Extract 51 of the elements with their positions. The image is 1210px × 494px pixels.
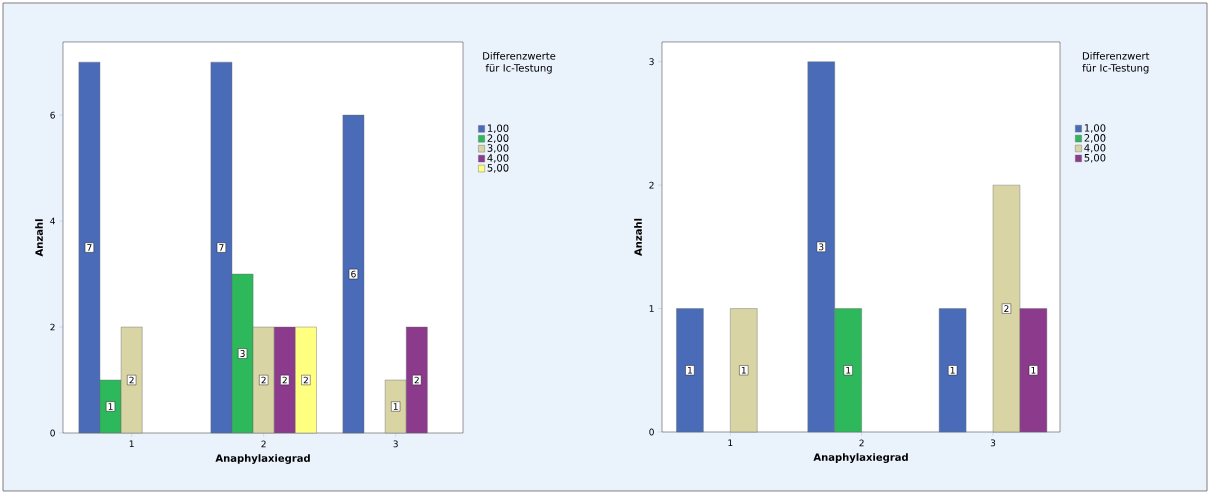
x-tick-label: 1	[728, 439, 733, 447]
y-axis-title: Anzahl	[35, 219, 43, 257]
y-tick-label: 1	[649, 305, 654, 312]
x-tick-label: 2	[261, 440, 266, 448]
bar	[938, 308, 967, 433]
data-label: 3	[819, 243, 824, 251]
data-label: 1	[108, 403, 113, 410]
y-tick-label: 0	[649, 428, 654, 436]
data-label: 1	[1031, 367, 1036, 374]
y-tick-label: 2	[649, 181, 654, 189]
legend-title: Differenzwerte für Ic-Testung	[483, 51, 556, 74]
bar	[342, 114, 365, 434]
legend-label: 4,00	[1084, 144, 1106, 153]
legend-title: Differenzwert für Ic-Testung	[1082, 51, 1150, 74]
data-label: 1	[950, 367, 955, 374]
legend-label: 3,00	[487, 144, 509, 153]
data-label: 2	[414, 376, 419, 384]
legend-label: 1,00	[487, 124, 509, 133]
data-label: 2	[129, 376, 134, 384]
y-tick-label: 6	[50, 111, 55, 119]
legend-label: 5,00	[487, 164, 509, 173]
x-tick-label: 1	[129, 440, 134, 448]
legend-label: 1,00	[1084, 124, 1106, 133]
data-label: 1	[393, 403, 398, 410]
y-tick-label: 0	[50, 429, 55, 437]
x-tick-label: 3	[393, 440, 398, 448]
data-label: 3	[240, 350, 245, 357]
data-label: 2	[303, 376, 308, 384]
data-label: 1	[688, 367, 692, 374]
y-tick-label: 3	[649, 58, 654, 66]
legend-label: 5,00	[1084, 153, 1106, 163]
data-label: 1	[846, 367, 851, 374]
data-label: 2	[1004, 305, 1009, 312]
data-label: 2	[282, 376, 287, 384]
legend-label: 4,00	[487, 154, 509, 163]
data-label: 7	[87, 244, 92, 251]
data-label: 6	[351, 270, 356, 278]
bar	[676, 308, 704, 433]
y-axis-title: Anzahl	[634, 218, 642, 256]
x-tick-label: 3	[990, 439, 996, 447]
x-axis-title: Anaphylaxiegrad	[813, 453, 908, 463]
bar	[730, 308, 758, 433]
data-label: 2	[261, 376, 266, 384]
legend-label: 2,00	[487, 134, 509, 143]
data-label: 7	[219, 244, 224, 251]
data-label: 1	[741, 367, 746, 374]
x-axis-title: Anaphylaxiegrad	[215, 454, 310, 464]
legend-label: 2,00	[1084, 134, 1106, 143]
x-tick-label: 2	[859, 439, 864, 447]
y-tick-label: 4	[50, 217, 55, 225]
y-tick-label: 2	[50, 323, 55, 331]
